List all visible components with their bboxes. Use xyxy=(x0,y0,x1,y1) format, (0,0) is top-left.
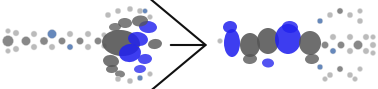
Ellipse shape xyxy=(106,65,118,73)
Circle shape xyxy=(13,46,19,52)
Circle shape xyxy=(115,76,121,82)
Circle shape xyxy=(353,40,363,49)
Circle shape xyxy=(357,18,363,24)
Circle shape xyxy=(67,31,73,37)
Ellipse shape xyxy=(224,29,240,57)
Circle shape xyxy=(327,72,333,78)
Circle shape xyxy=(370,42,376,48)
Ellipse shape xyxy=(243,54,257,64)
Circle shape xyxy=(13,30,19,36)
Circle shape xyxy=(59,37,65,44)
Circle shape xyxy=(347,34,353,40)
Circle shape xyxy=(337,66,343,72)
Ellipse shape xyxy=(132,15,148,27)
Ellipse shape xyxy=(118,18,132,28)
Circle shape xyxy=(353,77,358,82)
Ellipse shape xyxy=(119,44,141,62)
Ellipse shape xyxy=(128,32,148,46)
Ellipse shape xyxy=(282,21,298,33)
Circle shape xyxy=(102,44,107,49)
Circle shape xyxy=(67,44,73,50)
Circle shape xyxy=(358,66,363,71)
Circle shape xyxy=(105,12,111,18)
Circle shape xyxy=(330,48,336,54)
Circle shape xyxy=(94,37,102,44)
Ellipse shape xyxy=(262,58,274,68)
Circle shape xyxy=(137,75,143,81)
Circle shape xyxy=(347,48,353,54)
Circle shape xyxy=(76,37,84,44)
Circle shape xyxy=(3,36,14,46)
Circle shape xyxy=(217,39,223,44)
Circle shape xyxy=(6,28,11,33)
Circle shape xyxy=(31,31,37,37)
Ellipse shape xyxy=(257,28,279,54)
Circle shape xyxy=(127,6,133,12)
Circle shape xyxy=(330,34,336,40)
Circle shape xyxy=(85,31,91,37)
Circle shape xyxy=(317,64,323,70)
Circle shape xyxy=(338,41,344,49)
Circle shape xyxy=(337,8,343,14)
Circle shape xyxy=(347,12,353,18)
Ellipse shape xyxy=(299,31,321,55)
Circle shape xyxy=(48,29,56,39)
Circle shape xyxy=(31,44,37,50)
Circle shape xyxy=(327,12,333,18)
Circle shape xyxy=(102,32,107,37)
Ellipse shape xyxy=(223,21,237,33)
Ellipse shape xyxy=(109,23,121,31)
Ellipse shape xyxy=(148,39,162,49)
Circle shape xyxy=(363,48,369,54)
Circle shape xyxy=(358,9,363,14)
Circle shape xyxy=(115,8,121,14)
Circle shape xyxy=(370,50,375,56)
Circle shape xyxy=(22,36,31,45)
Circle shape xyxy=(370,35,375,40)
Circle shape xyxy=(363,34,369,40)
Circle shape xyxy=(147,15,152,19)
Ellipse shape xyxy=(139,21,157,33)
Ellipse shape xyxy=(102,30,140,56)
Circle shape xyxy=(49,44,55,50)
Ellipse shape xyxy=(115,70,125,78)
Circle shape xyxy=(143,9,147,14)
Ellipse shape xyxy=(240,33,260,57)
Circle shape xyxy=(147,71,152,77)
Circle shape xyxy=(85,44,91,50)
Circle shape xyxy=(127,78,133,84)
Circle shape xyxy=(347,72,353,78)
Ellipse shape xyxy=(134,65,146,73)
Ellipse shape xyxy=(305,54,319,64)
Circle shape xyxy=(322,77,327,82)
Circle shape xyxy=(322,41,328,49)
Ellipse shape xyxy=(275,24,301,54)
Circle shape xyxy=(6,49,11,53)
Circle shape xyxy=(317,18,323,24)
Ellipse shape xyxy=(103,55,119,67)
Ellipse shape xyxy=(138,54,152,64)
Circle shape xyxy=(40,37,48,45)
Circle shape xyxy=(137,8,143,14)
